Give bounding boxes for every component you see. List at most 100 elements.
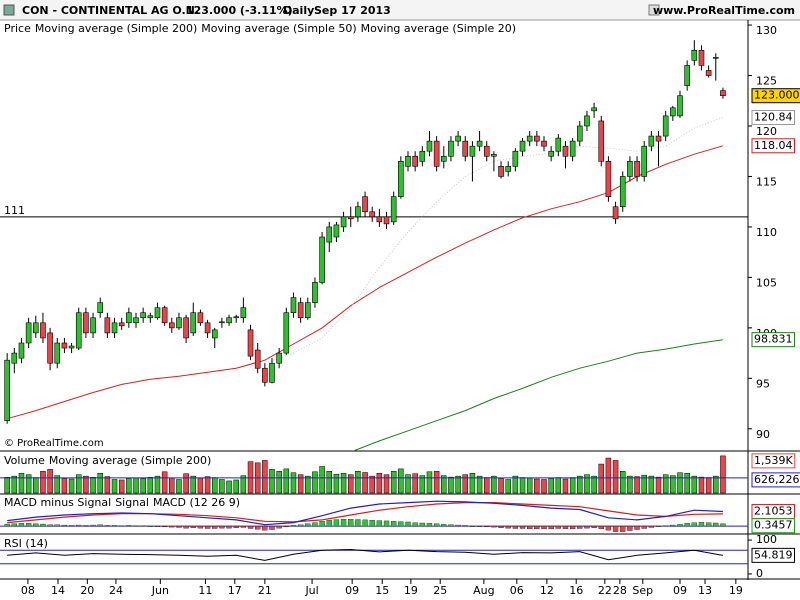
histogram-bar: [391, 521, 397, 527]
candle-body: [61, 342, 68, 349]
volume-bar: [204, 476, 211, 494]
volume-bar: [104, 476, 111, 494]
legend-entry: MACD minus Signal: [4, 496, 111, 509]
candle-body: [376, 216, 383, 223]
volume-bar: [347, 474, 354, 494]
y-tick-label: 110: [756, 226, 777, 239]
histogram-bar: [119, 525, 125, 527]
value-label: 1,539K: [754, 454, 793, 467]
volume-bar: [476, 475, 483, 494]
candle-body: [133, 317, 139, 324]
volume-bar: [54, 475, 61, 494]
histogram-bar: [283, 525, 289, 527]
histogram-bar: [269, 525, 275, 530]
volume-bar: [376, 472, 383, 494]
histogram-bar: [219, 525, 225, 529]
histogram-bar: [190, 525, 196, 528]
histogram-bar: [584, 525, 590, 529]
volume-bar: [390, 471, 397, 494]
histogram-bar: [476, 525, 483, 527]
volume-bar: [362, 472, 368, 494]
volume-bar: [526, 477, 533, 494]
candle-body: [176, 317, 182, 329]
histogram-bar: [340, 519, 347, 527]
candle-body: [333, 224, 340, 238]
value-box: [751, 472, 800, 488]
volume-bar: [190, 475, 197, 494]
histogram-bar: [655, 525, 662, 527]
candle-body: [605, 161, 612, 197]
candle-body: [684, 65, 690, 86]
histogram-bar: [197, 525, 204, 529]
y-tick-label: 115: [756, 175, 777, 188]
icon: [3, 4, 15, 16]
candle-body: [40, 322, 46, 339]
histogram-bar: [212, 525, 218, 529]
date: Sep 17 2013: [314, 4, 391, 17]
y-tick-label: 125: [756, 75, 777, 88]
histogram-bar: [663, 525, 669, 527]
candle-body: [641, 145, 648, 177]
candle-body: [47, 332, 53, 364]
x-tick-label: 14: [51, 584, 65, 597]
candle-body: [670, 107, 676, 117]
volume-bar: [698, 476, 705, 494]
volume-bar: [591, 475, 597, 494]
candle-body: [154, 307, 161, 319]
volume-bar: [83, 475, 89, 494]
volume-bar: [713, 475, 719, 494]
legend-entry: Moving average (Simple 200): [49, 454, 211, 467]
site: www.ProRealTime.com: [653, 4, 795, 17]
candle-body: [526, 135, 533, 142]
x-tick-label: 20: [80, 584, 94, 597]
histogram-bar: [369, 520, 375, 527]
value-label: 120.84: [754, 111, 793, 124]
volume-bar: [691, 475, 698, 494]
histogram-bar: [641, 525, 647, 529]
histogram-bar: [512, 525, 519, 529]
candle-body: [355, 206, 361, 218]
volume-bar: [705, 477, 712, 494]
candle-body: [312, 282, 318, 303]
histogram-bar: [426, 523, 433, 527]
candle-body: [555, 137, 562, 152]
x-tick-label: 12: [540, 584, 554, 597]
candle-body: [476, 140, 483, 147]
x-tick-label: 08: [21, 584, 35, 597]
value-box: [751, 453, 796, 469]
candle-body: [4, 359, 10, 422]
candle-body: [512, 150, 519, 167]
volume-bar: [519, 477, 526, 494]
histogram-bar: [620, 525, 626, 532]
candle-body: [412, 155, 418, 167]
histogram-bar: [204, 525, 211, 529]
value-box: [751, 110, 795, 126]
y-tick-label: 95: [756, 377, 770, 390]
x-tick-label: 06: [510, 584, 524, 597]
horizontal-line-label: 111: [4, 204, 25, 217]
volume-bar: [118, 479, 125, 494]
candle-body: [519, 140, 526, 152]
quote: 123.000 (-3.11%): [186, 4, 293, 17]
candle-body: [90, 317, 96, 334]
histogram-bar: [226, 525, 232, 529]
legend-entry: Volume: [4, 454, 45, 467]
volume-bar: [247, 461, 254, 494]
histogram-bar: [240, 525, 247, 528]
histogram-bar: [262, 525, 268, 531]
x-tick-label: 28: [613, 584, 627, 597]
histogram-bar: [684, 523, 690, 527]
candle-body: [505, 166, 512, 172]
x-tick-label: 17: [228, 584, 242, 597]
histogram-bar: [705, 522, 712, 527]
candle-body: [111, 322, 118, 334]
volume-bar: [11, 475, 18, 494]
volume-bar: [505, 479, 511, 494]
candle-body: [161, 307, 168, 324]
histogram-bar: [18, 523, 25, 527]
volume-bar: [648, 475, 655, 494]
volume-bar: [333, 473, 340, 494]
legend-entry: MACD (12 26 9): [153, 496, 240, 509]
histogram-bar: [25, 523, 32, 527]
histogram-bar: [541, 525, 547, 530]
